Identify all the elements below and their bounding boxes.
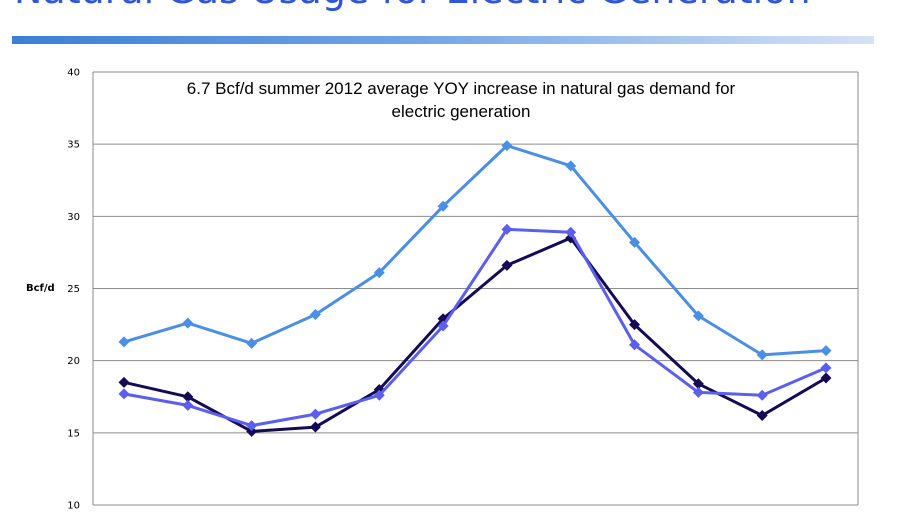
data-point-marker (437, 200, 449, 212)
data-point-marker (756, 410, 768, 422)
series-line (123, 227, 827, 428)
data-point-marker (820, 345, 832, 357)
title-underline-bar (12, 36, 874, 44)
y-tick-label: 40 (67, 68, 80, 79)
data-point-marker (629, 339, 641, 351)
gridlines (93, 71, 858, 434)
data-point-marker (437, 320, 449, 332)
series-line (123, 144, 827, 357)
data-point-marker (501, 140, 513, 152)
series (118, 140, 832, 437)
data-point-marker (309, 308, 321, 320)
data-point-marker (629, 319, 641, 331)
data-point-marker (692, 386, 704, 398)
data-point-marker (756, 349, 768, 361)
data-point-marker (309, 408, 321, 420)
y-tick-label: 25 (67, 284, 80, 295)
data-point-marker (692, 378, 704, 390)
data-point-marker (692, 310, 704, 322)
y-tick-label: 30 (67, 212, 80, 223)
data-point-marker (373, 267, 385, 279)
data-point-marker (373, 389, 385, 401)
y-axis-label: Bcf/d (26, 283, 55, 294)
data-point-marker (182, 317, 194, 329)
data-point-marker (565, 160, 577, 172)
y-tick-label: 35 (67, 140, 80, 151)
data-point-marker (629, 236, 641, 248)
y-tick-label: 15 (67, 428, 80, 439)
data-point-marker (820, 362, 832, 374)
data-point-marker (118, 376, 130, 388)
data-point-marker (246, 337, 258, 349)
axes (92, 72, 859, 506)
data-point-marker (756, 389, 768, 401)
data-point-marker (501, 259, 513, 271)
data-point-marker (182, 391, 194, 403)
series-line (123, 236, 827, 433)
data-point-marker (118, 336, 130, 348)
data-point-marker (246, 420, 258, 432)
y-tick-labels: 10 15 20 25 30 35 40 (67, 68, 80, 512)
data-point-marker (182, 399, 194, 411)
data-point-marker (246, 425, 258, 437)
data-point-marker (820, 372, 832, 384)
data-point-marker (501, 223, 513, 235)
slide-title: Natural Gas Usage for Electric Generatio… (14, 0, 811, 12)
y-tick-label: 20 (67, 356, 80, 367)
data-point-marker (118, 388, 130, 400)
chart-title-line2: electric generation (392, 102, 531, 121)
series-3 (118, 223, 832, 432)
series-2 (118, 232, 832, 437)
data-point-marker (309, 421, 321, 433)
chart-title-line1: 6.7 Bcf/d summer 2012 average YOY increa… (187, 79, 736, 98)
y-tick-label: 10 (67, 501, 80, 512)
series-1 (118, 140, 832, 361)
data-point-marker (565, 226, 577, 238)
